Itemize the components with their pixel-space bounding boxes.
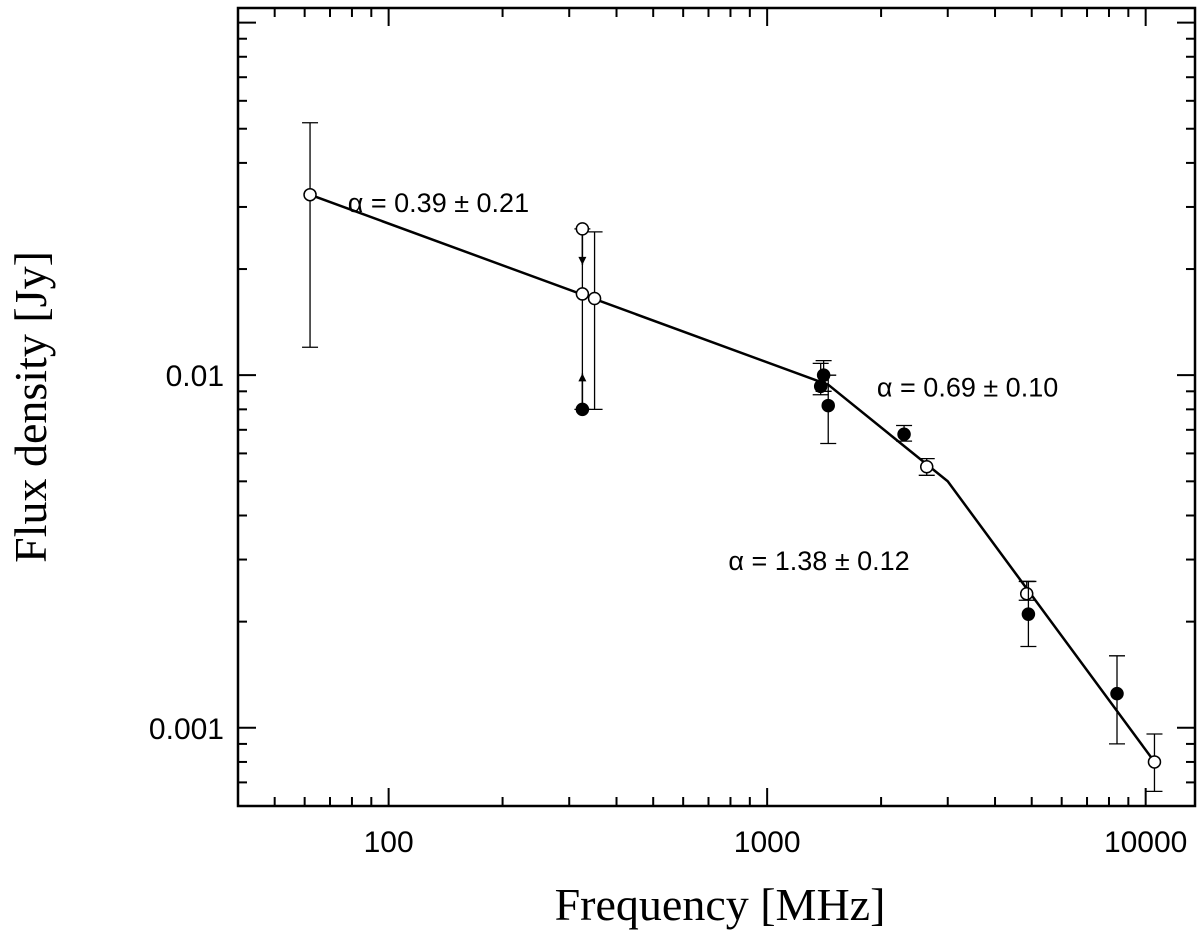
x-tick-label: 1000 [734,826,801,859]
open-data-point [1147,755,1162,769]
y-tick-label: 0.001 [149,713,224,746]
limit-arrow-head [578,373,587,382]
broken-power-law-fit [309,193,1156,763]
tick-labels: 100 1000 10000 0.001 0.01 [149,360,1187,859]
x-tick-label: 10000 [1104,826,1187,859]
plot-frame [236,6,1197,808]
open-data-point [1019,586,1034,601]
alpha-annotation: α = 0.69 ± 0.10 [877,373,1058,403]
open-data-point [919,459,934,474]
filled-data-point [1021,607,1036,621]
open-data-point [575,222,590,236]
open-data-point [303,187,317,202]
axis-ticks [237,8,1195,807]
filled-data-point [1110,686,1124,701]
filled-data-point [897,427,911,441]
filled-data-point [575,402,590,417]
alpha-annotation: α = 1.38 ± 0.12 [728,546,909,576]
open-data-point [587,291,602,306]
y-axis-title: Flux density [Jy] [5,251,56,563]
spectral-index-annotations: α = 0.39 ± 0.21 α = 0.69 ± 0.10 α = 1.38 ±… [348,188,1058,576]
filled-data-point [821,398,835,413]
alpha-annotation: α = 0.39 ± 0.21 [348,188,529,218]
filled-data-point [813,379,828,394]
y-tick-label: 0.01 [166,360,224,393]
open-data-point [575,287,590,301]
x-axis-title: Frequency [MHz] [555,879,886,930]
fit-line [309,193,1156,763]
limit-arrow-head [578,256,587,265]
data-points [302,122,1163,793]
x-tick-label: 100 [364,826,414,859]
